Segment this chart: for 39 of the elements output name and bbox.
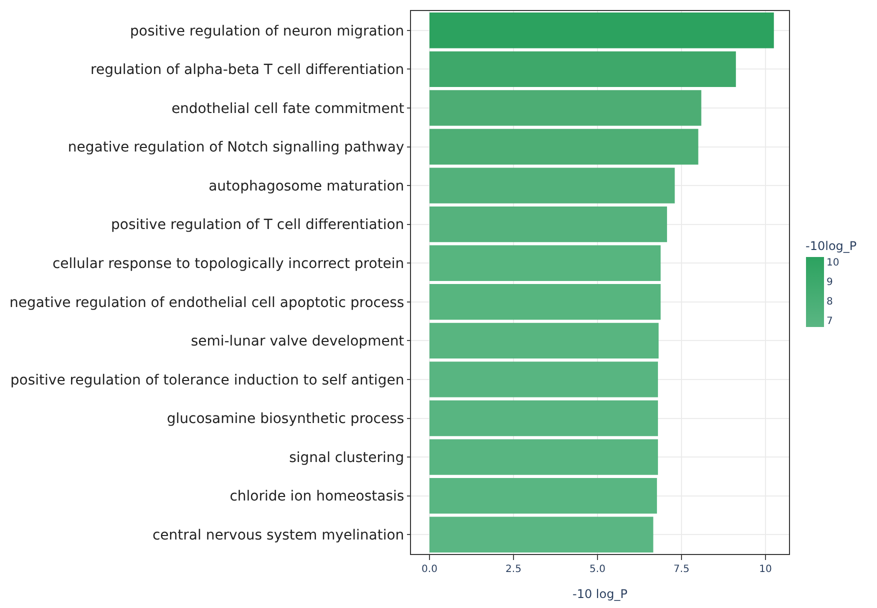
color-bar-label: 10 xyxy=(826,257,840,268)
y-tick-label: signal clustering xyxy=(289,450,404,466)
y-tick-label: negative regulation of Notch signalling pathway xyxy=(68,140,404,156)
y-tick-label: positive regulation of T cell differentiation xyxy=(111,217,404,234)
y-tick-label: semi-lunar valve development xyxy=(190,334,405,350)
bar xyxy=(429,206,668,242)
x-tick-label: 0.0 xyxy=(422,564,438,575)
bar xyxy=(429,245,661,281)
color-bar-title: -10log_P xyxy=(806,239,857,253)
bar xyxy=(429,168,675,204)
y-tick-label: chloride ion homeostasis xyxy=(230,488,404,505)
bar xyxy=(429,439,658,475)
y-tick-label: glucosamine biosynthetic process xyxy=(166,411,404,428)
bar xyxy=(429,128,698,165)
y-tick-label: negative regulation of endothelial cell apoptotic process xyxy=(10,294,404,311)
y-tick-label: endothelial cell fate commitment xyxy=(171,100,405,117)
bar xyxy=(429,362,658,398)
y-tick-label: positive regulation of neuron migration xyxy=(130,23,404,40)
y-tick-label: central nervous system myelination xyxy=(152,528,404,544)
bar xyxy=(429,516,654,552)
bar xyxy=(429,478,657,514)
bar xyxy=(429,90,702,126)
y-tick-label: positive regulation of tolerance induction to self antigen xyxy=(10,372,404,388)
x-tick-label: 2.5 xyxy=(506,564,522,575)
x-tick-label: 10 xyxy=(759,564,772,575)
x-axis-title: -10 log_P xyxy=(572,586,628,601)
color-bar-label: 9 xyxy=(826,276,833,288)
bar xyxy=(429,400,658,436)
bar xyxy=(429,322,659,359)
color-bar-label: 8 xyxy=(826,296,833,308)
bar xyxy=(429,284,661,320)
color-bar-label: 7 xyxy=(826,316,833,327)
y-tick-label: autophagosome maturation xyxy=(208,178,404,194)
y-tick-label: cellular response to topologically incorrect protein xyxy=(52,256,404,272)
x-tick-label: 7.5 xyxy=(674,564,690,575)
y-tick-label: regulation of alpha-beta T cell differentiation xyxy=(90,62,404,78)
x-tick-label: 5.0 xyxy=(590,564,606,575)
bar xyxy=(429,12,774,48)
bar xyxy=(429,51,736,88)
